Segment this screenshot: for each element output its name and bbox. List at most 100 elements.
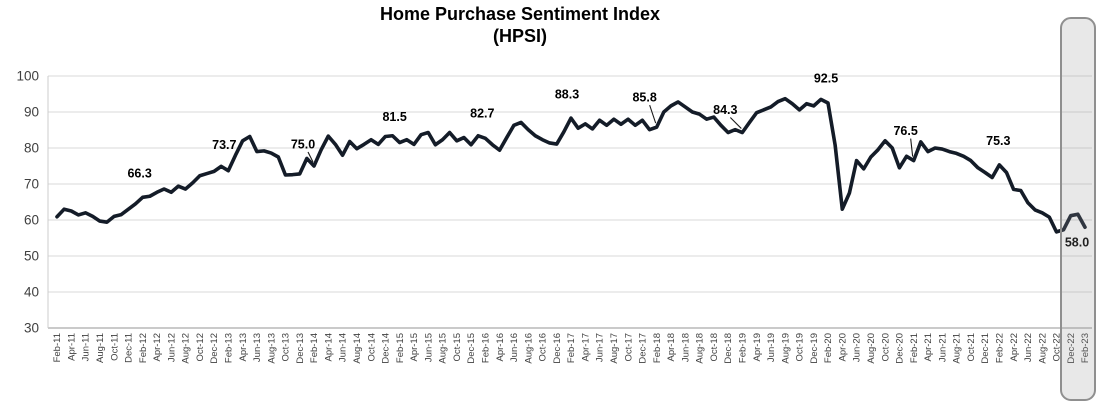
highlight-box-group xyxy=(1060,17,1096,401)
x-axis-tick-label: Feb-19 xyxy=(737,333,748,363)
data-label: 92.5 xyxy=(814,71,838,85)
x-axis-tick-label: Oct-15 xyxy=(452,333,463,362)
x-axis-tick-label: Dec-13 xyxy=(295,333,306,364)
x-axis-tick-label: Apr-19 xyxy=(752,333,763,362)
x-axis-tick-label: Apr-16 xyxy=(495,333,506,362)
y-axis-tick-label: 30 xyxy=(24,321,39,336)
x-axis-tick-label: Oct-18 xyxy=(709,333,720,362)
x-axis-tick-label: Aug-21 xyxy=(952,333,963,364)
x-axis-tick-label: Feb-23 xyxy=(1080,333,1091,363)
data-label-annotations: 66.3 73.7 75.0 81.5 82.7 88.3 85.8 84.3 92.5 76.5… xyxy=(127,71,1089,249)
data-label-leader-line xyxy=(910,138,914,157)
x-axis-tick-label: Apr-18 xyxy=(666,333,677,362)
x-axis-tick-label: Dec-16 xyxy=(552,333,563,364)
x-axis-tick-label: Jun-18 xyxy=(680,333,691,362)
x-axis-tick-label: Oct-17 xyxy=(623,333,634,362)
data-label: 66.3 xyxy=(127,167,151,181)
y-axis-tick-label: 40 xyxy=(24,285,39,300)
x-axis-tick-label: Apr-12 xyxy=(152,333,163,362)
x-axis-tick-label: Aug-13 xyxy=(266,333,277,364)
x-axis-tick-label: Feb-18 xyxy=(652,333,663,363)
x-axis-tick-label: Feb-20 xyxy=(823,333,834,363)
data-label: 84.3 xyxy=(713,103,737,117)
x-axis-tick-label: Jun-15 xyxy=(423,333,434,362)
y-axis-tick-label: 60 xyxy=(24,213,39,228)
x-axis-tick-label: Jun-21 xyxy=(937,333,948,362)
x-axis-tick-label: Aug-15 xyxy=(438,333,449,364)
data-label: 82.7 xyxy=(470,107,494,121)
x-axis-tick-label: Oct-21 xyxy=(966,333,977,362)
x-axis-tick-label: Aug-16 xyxy=(523,333,534,364)
x-axis-tick-label: Feb-21 xyxy=(909,333,920,363)
x-axis-tick-label: Dec-17 xyxy=(638,333,649,364)
y-axis-tick-label: 80 xyxy=(24,141,39,156)
x-axis-tick-label: Aug-17 xyxy=(609,333,620,364)
x-axis-tick-label: Dec-11 xyxy=(124,333,135,363)
y-axis-tick-labels: 30 40 50 60 70 80 90 100 xyxy=(16,69,39,336)
x-axis-tick-label: Dec-15 xyxy=(466,333,477,364)
x-axis-tick-label: Aug-11 xyxy=(95,333,106,363)
x-axis-tick-label: Oct-19 xyxy=(795,333,806,362)
x-axis-tick-label: Oct-22 xyxy=(1052,333,1063,362)
x-axis-tick-label: Feb-14 xyxy=(309,333,320,363)
x-axis-tick-label: Jun-22 xyxy=(1023,333,1034,362)
x-axis-tick-label: Jun-16 xyxy=(509,333,520,362)
x-axis-tick-label: Apr-13 xyxy=(238,333,249,362)
x-axis-tick-label: Apr-17 xyxy=(580,333,591,362)
data-label: 75.0 xyxy=(291,137,315,151)
data-label: 58.0 xyxy=(1065,236,1089,250)
x-axis-tick-label: Aug-18 xyxy=(695,333,706,364)
hpsi-line-series xyxy=(55,96,1087,234)
x-axis-tick-label: Aug-19 xyxy=(780,333,791,364)
x-axis-tick-label: Dec-20 xyxy=(895,333,906,364)
data-label: 76.5 xyxy=(893,124,917,138)
x-axis-tick-label: Feb-11 xyxy=(52,333,63,362)
x-axis-tick-labels: Feb-11 Apr-11 Jun-11 Aug-11 Oct-11 Dec-11 Feb-… xyxy=(52,333,1091,364)
x-axis-tick-label: Apr-21 xyxy=(923,333,934,362)
x-axis-tick-label: Jun-19 xyxy=(766,333,777,362)
x-axis-tick-label: Feb-22 xyxy=(994,333,1005,363)
y-axis-tick-label: 100 xyxy=(16,69,39,84)
x-axis-tick-label: Apr-11 xyxy=(66,333,77,361)
x-axis-tick-label: Jun-20 xyxy=(852,333,863,362)
data-label-leader-line xyxy=(729,117,742,129)
x-axis-tick-label: Oct-13 xyxy=(281,333,292,362)
x-axis-tick-label: Aug-22 xyxy=(1037,333,1048,364)
x-axis-tick-label: Jun-17 xyxy=(595,333,606,362)
y-axis-tick-label: 90 xyxy=(24,105,39,120)
data-label: 88.3 xyxy=(555,87,579,101)
x-axis-tick-label: Oct-16 xyxy=(538,333,549,362)
x-axis-tick-label: Aug-14 xyxy=(352,333,363,364)
x-axis-tick-label: Dec-21 xyxy=(980,333,991,364)
x-axis-tick-label: Feb-15 xyxy=(395,333,406,363)
x-axis-tick-label: Jun-11 xyxy=(81,333,92,361)
data-label: 75.3 xyxy=(986,134,1010,148)
gridlines xyxy=(47,75,1092,329)
x-axis-tick-label: Dec-12 xyxy=(209,333,220,364)
x-axis-tick-label: Apr-20 xyxy=(837,333,848,362)
hpsi-line xyxy=(55,96,1087,234)
x-axis-tick-label: Oct-20 xyxy=(880,333,891,362)
x-axis-tick-label: Dec-18 xyxy=(723,333,734,364)
x-axis-tick-label: Oct-14 xyxy=(366,333,377,362)
highlight-box xyxy=(1060,17,1096,401)
x-axis-tick-label: Jun-13 xyxy=(252,333,263,362)
x-axis-tick-label: Aug-20 xyxy=(866,333,877,364)
x-axis-tick-label: Feb-17 xyxy=(566,333,577,363)
data-label: 85.8 xyxy=(632,90,656,104)
x-axis-tick-label: Oct-11 xyxy=(109,333,120,361)
x-axis-tick-label: Apr-22 xyxy=(1009,333,1020,362)
x-axis-tick-label: Apr-14 xyxy=(323,333,334,362)
x-axis-tick-label: Apr-15 xyxy=(409,333,420,362)
data-label-leader-line xyxy=(307,151,314,163)
data-label-leader-line xyxy=(649,104,657,124)
y-axis-tick-label: 50 xyxy=(24,249,39,264)
x-axis-tick-label: Dec-22 xyxy=(1066,333,1077,364)
x-axis-tick-label: Jun-14 xyxy=(338,333,349,362)
x-axis-tick-label: Feb-13 xyxy=(223,333,234,363)
chart-title-line1: Home Purchase Sentiment Index xyxy=(380,4,660,24)
data-label: 81.5 xyxy=(382,110,406,124)
x-axis-tick-label: Dec-19 xyxy=(809,333,820,364)
